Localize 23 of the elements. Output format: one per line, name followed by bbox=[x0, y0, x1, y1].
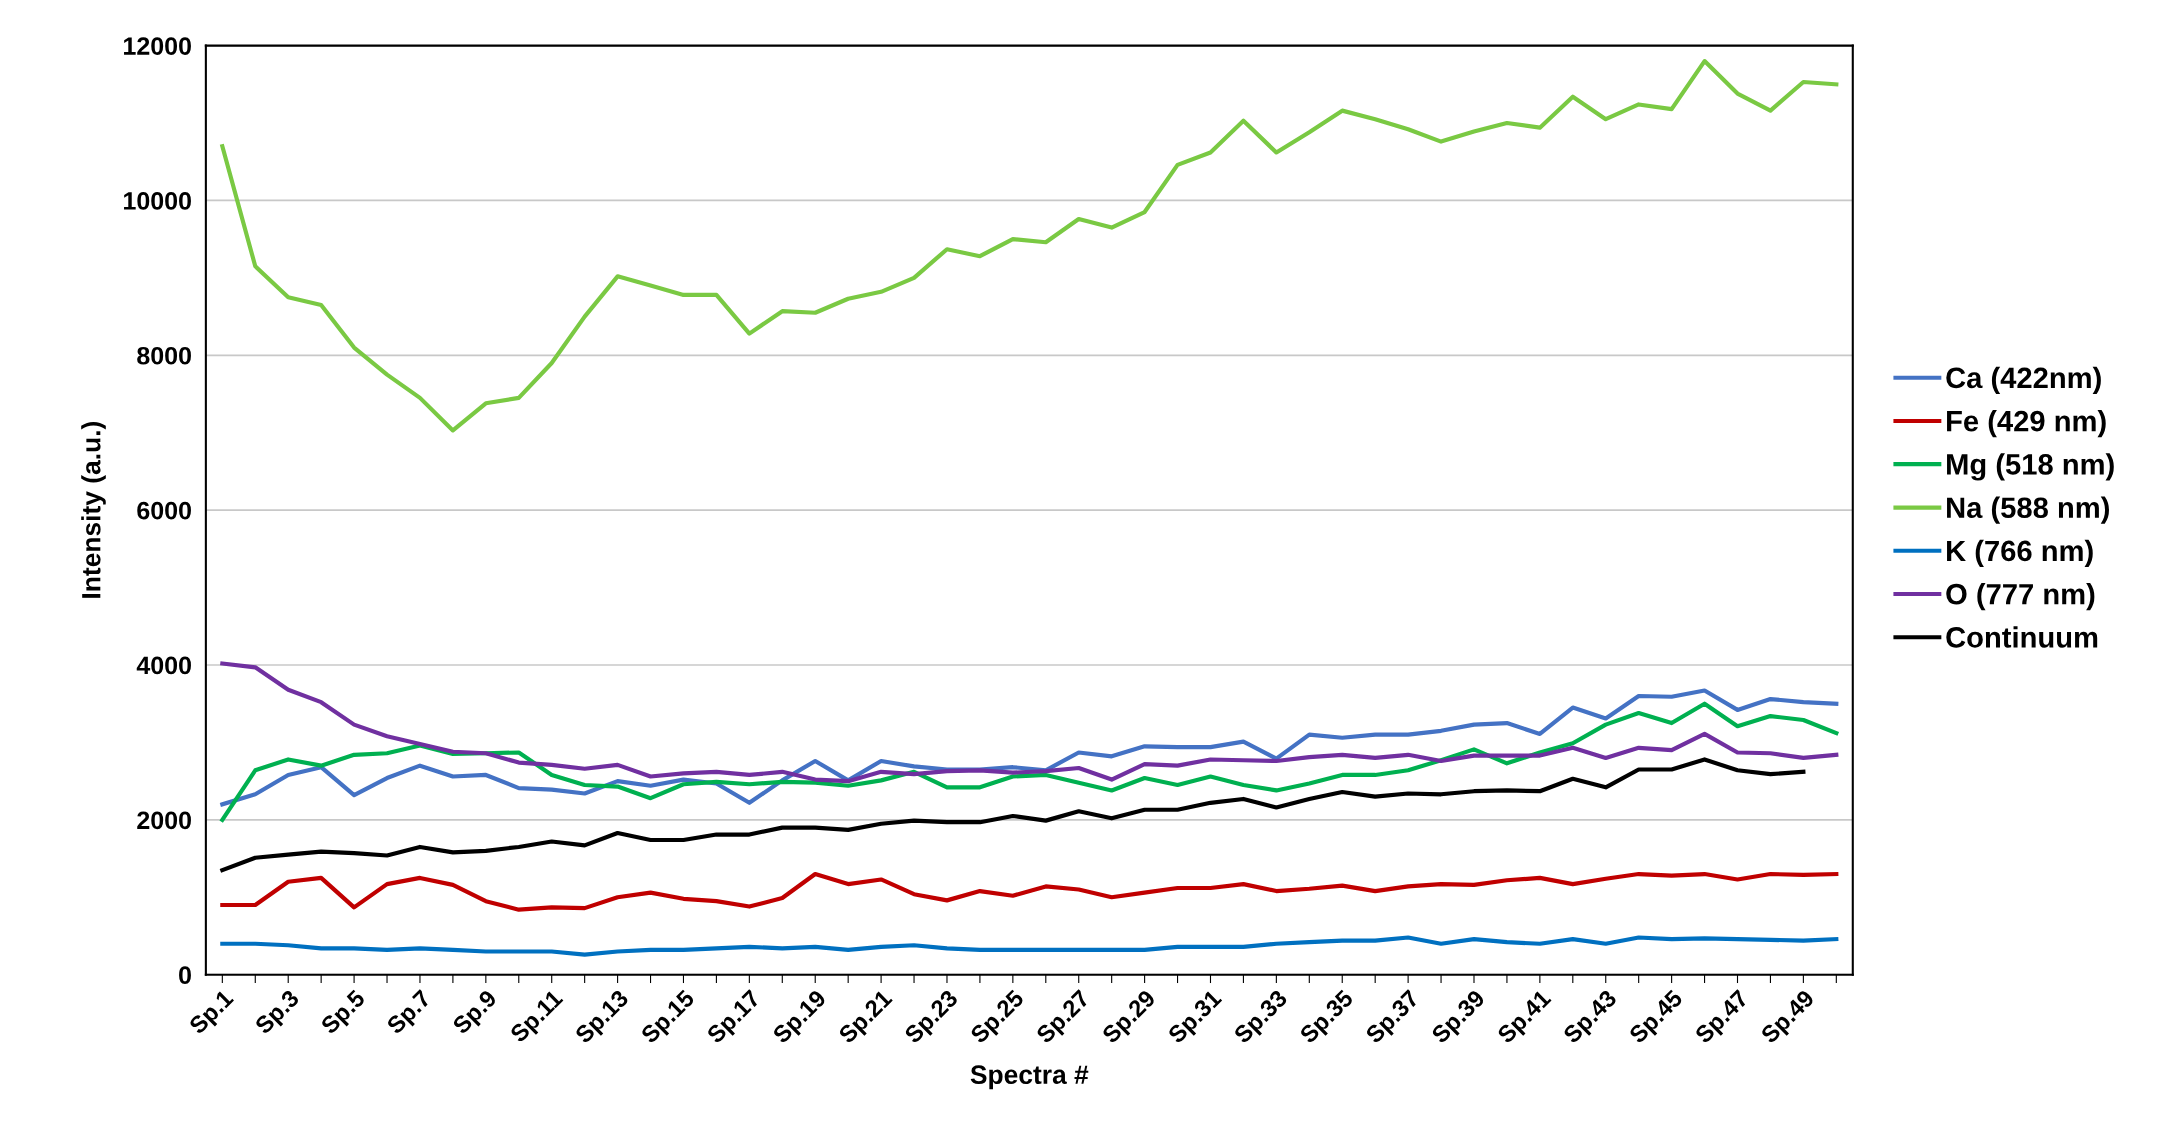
legend-label: Na (588 nm) bbox=[1947, 496, 2109, 524]
y-axis-title: Intensity (a.u.) bbox=[81, 422, 106, 598]
y-tick-label: 6000 bbox=[137, 501, 191, 520]
y-tick-label: 8000 bbox=[137, 346, 191, 365]
line-series bbox=[220, 59, 1839, 433]
legend-label: Continuum bbox=[1946, 626, 2098, 648]
legend-label: K (766 nm) bbox=[1947, 539, 2093, 568]
y-tick-label: 0 bbox=[179, 966, 191, 984]
legend-label: Ca (422nm) bbox=[1946, 366, 2101, 394]
x-axis-title: Spectra # bbox=[970, 1065, 1089, 1090]
legend-label: O (777 nm) bbox=[1946, 583, 2095, 611]
legend-label: Mg (518 nm) bbox=[1947, 453, 2114, 481]
line-series bbox=[220, 688, 1839, 807]
line-series bbox=[220, 701, 1839, 822]
line-series bbox=[220, 661, 1839, 784]
legend-label: Fe (429 nm) bbox=[1947, 410, 2106, 438]
line-series bbox=[220, 757, 1806, 873]
y-tick-label: 10000 bbox=[124, 192, 191, 210]
y-tick-label: 4000 bbox=[136, 656, 191, 675]
y-tick-label: 2000 bbox=[137, 811, 191, 830]
line-series bbox=[220, 871, 1839, 912]
y-tick-label: 12000 bbox=[124, 37, 191, 55]
line-series bbox=[220, 935, 1839, 957]
